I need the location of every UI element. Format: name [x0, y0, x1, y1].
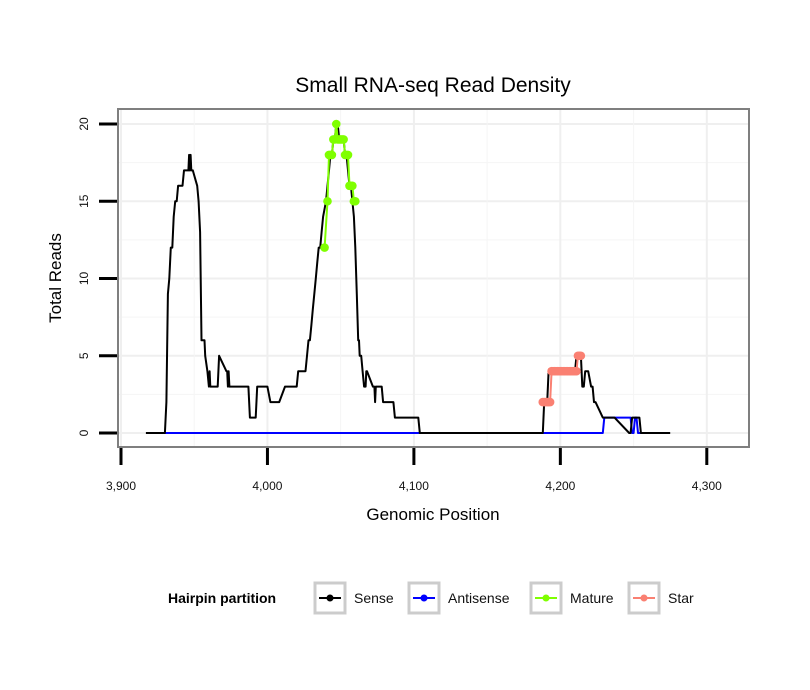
panel-border [117, 108, 750, 448]
legend-item-mature: Mature [529, 581, 614, 615]
y-tick-label: 15 [77, 194, 91, 208]
series-line-antisense [164, 416, 669, 434]
x-tick-label: 3,900 [106, 479, 136, 493]
chart-title: Small RNA-seq Read Density [295, 74, 571, 97]
y-axis-label: Total Reads [46, 233, 65, 323]
legend-item-sense: Sense [313, 581, 394, 615]
x-tick-label: 4,200 [545, 479, 575, 493]
legend-label: Star [668, 590, 694, 606]
data-point-star [545, 397, 555, 407]
series-layer [145, 119, 671, 434]
y-axis: 0 5 10 15 20 [77, 117, 117, 436]
data-point-mature [351, 196, 360, 206]
data-point-mature [331, 119, 341, 129]
x-axis: 3,900 4,000 4,100 4,200 4,300 [106, 448, 722, 493]
x-tick-label: 4,100 [399, 479, 429, 493]
legend-item-antisense: Antisense [407, 581, 510, 615]
data-point-mature [323, 196, 332, 206]
data-point-mature [348, 181, 357, 191]
data-point-star [572, 366, 581, 376]
legend-label: Antisense [448, 590, 510, 606]
x-tick-label: 4,300 [692, 479, 722, 493]
y-tick-label: 10 [77, 272, 91, 286]
legend-label: Sense [354, 590, 394, 606]
y-tick-label: 0 [77, 429, 91, 436]
plot-panel [117, 108, 750, 448]
legend-key-point [420, 594, 428, 602]
legend-item-star: Star [627, 581, 694, 615]
legend-key-point [326, 594, 334, 602]
data-point-mature [343, 150, 353, 160]
y-tick-label: 20 [77, 117, 91, 131]
x-axis-label: Genomic Position [366, 505, 499, 524]
legend-title: Hairpin partition [168, 590, 276, 606]
legend: Hairpin partition Sense Antisense Mature St… [168, 581, 694, 615]
legend-label: Mature [570, 590, 614, 606]
data-point-star [576, 351, 586, 361]
grid [118, 109, 749, 447]
legend-key-point [640, 594, 648, 602]
data-point-mature [339, 135, 348, 144]
data-point-mature [320, 243, 329, 252]
y-tick-label: 5 [77, 352, 91, 359]
x-tick-label: 4,000 [252, 479, 282, 493]
legend-key-point [542, 594, 550, 602]
data-point-mature [327, 150, 337, 160]
